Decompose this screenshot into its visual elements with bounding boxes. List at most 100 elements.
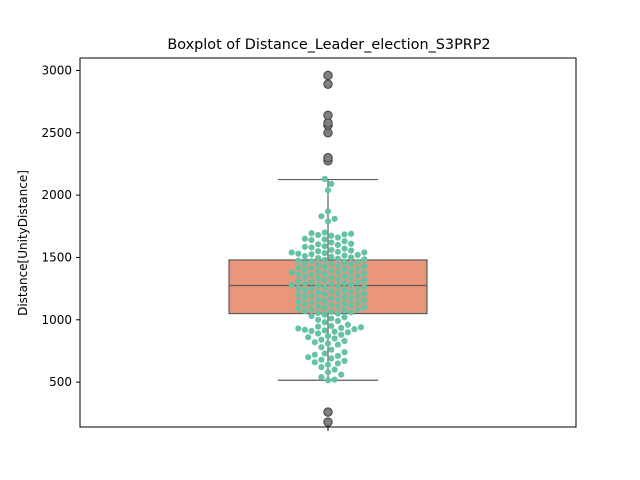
swarm-point [308, 306, 315, 313]
swarm-point [348, 230, 355, 237]
swarm-point [328, 322, 335, 330]
swarm-point [348, 274, 355, 282]
swarm-point [321, 236, 328, 243]
swarm-point [324, 369, 332, 376]
swarm-point [311, 351, 318, 358]
swarm-point [354, 272, 361, 279]
swarm-point [288, 249, 295, 256]
swarm-point [308, 251, 315, 258]
swarm-point [315, 330, 322, 337]
swarm-point [328, 246, 335, 254]
swarm-point [315, 261, 322, 269]
swarm-point [324, 361, 332, 368]
outlier-point [323, 110, 333, 121]
swarm-point [308, 327, 315, 335]
swarm-point [315, 296, 322, 303]
swarm-point [361, 269, 368, 277]
swarm-point [351, 326, 358, 333]
swarm-point [341, 279, 348, 287]
swarm-point [334, 303, 341, 310]
swarm-point [301, 307, 308, 315]
swarm-point [354, 306, 361, 313]
swarm-point [321, 277, 328, 284]
y-tick-label: 1000 [41, 313, 72, 327]
swarm-point [315, 241, 322, 248]
swarm-point [341, 293, 348, 300]
swarm-point [348, 309, 355, 316]
swarm-point [318, 356, 325, 363]
swarm-point [321, 256, 328, 264]
swarm-point [321, 263, 328, 270]
swarm-point [315, 323, 322, 330]
swarm-point [328, 315, 335, 322]
swarm-point [318, 374, 325, 381]
swarm-point [341, 300, 348, 307]
swarm-point [301, 273, 308, 280]
swarm-point [318, 336, 325, 343]
outlier-point [323, 79, 333, 89]
swarm-point [308, 271, 315, 279]
swarm-point [324, 208, 332, 215]
swarm-point [341, 314, 348, 321]
swarm-point [315, 302, 322, 310]
swarm-point [334, 289, 341, 297]
swarm-point [308, 244, 315, 251]
swarm-point [301, 243, 308, 250]
swarm-point [341, 245, 348, 252]
swarm-point [305, 334, 312, 341]
swarm-point [315, 254, 322, 262]
swarm-point [321, 175, 328, 183]
swarm-point [328, 267, 335, 274]
swarm-point [348, 247, 355, 254]
swarm-point [328, 180, 335, 188]
swarm-point [354, 265, 361, 272]
swarm-point [348, 240, 355, 247]
swarm-point [308, 312, 315, 320]
swarm-point [301, 266, 308, 274]
swarm-point [315, 275, 322, 282]
swarm-point [295, 257, 302, 264]
iqr-box [228, 259, 428, 315]
swarm-point [301, 287, 308, 294]
swarm-point [348, 302, 355, 309]
swarm-point [341, 286, 348, 293]
swarm-point [331, 335, 338, 342]
swarm-point [321, 270, 328, 277]
swarm-point [334, 341, 341, 348]
swarm-point [341, 357, 348, 365]
swarm-point [328, 301, 335, 308]
swarm-point [328, 253, 335, 260]
swarm-point [295, 284, 302, 292]
y-tick-label: 1500 [41, 250, 72, 264]
swarm-point [361, 256, 368, 263]
swarm-point [334, 262, 341, 269]
swarm-point [348, 295, 355, 302]
swarm-point [324, 377, 332, 384]
swarm-point [321, 249, 328, 257]
swarm-point [354, 299, 361, 307]
swarm-point [341, 252, 348, 259]
swarm-point [334, 248, 341, 255]
swarm-point [328, 294, 335, 302]
swarm-point [328, 288, 335, 295]
outlier-point [323, 70, 333, 81]
swarm-point [341, 231, 348, 238]
swarm-point [331, 366, 338, 373]
swarm-point [354, 279, 361, 286]
swarm-point [348, 288, 355, 295]
y-axis: 500 1000 1500 2000 2500 3000 [41, 57, 577, 431]
swarm-point [328, 232, 335, 239]
swarm-point [321, 304, 328, 312]
swarm-point [348, 254, 355, 261]
swarm-point [295, 271, 302, 278]
swarm-point [341, 273, 348, 280]
swarm-point [344, 329, 351, 336]
swarm-point [338, 331, 345, 338]
swarm-point [301, 235, 308, 242]
y-tick-label: 3000 [41, 63, 72, 77]
swarm-point [315, 289, 322, 296]
swarm-point [348, 281, 355, 288]
swarm-point [321, 243, 328, 250]
swarm-point [288, 269, 295, 276]
swarm-point [295, 250, 302, 257]
